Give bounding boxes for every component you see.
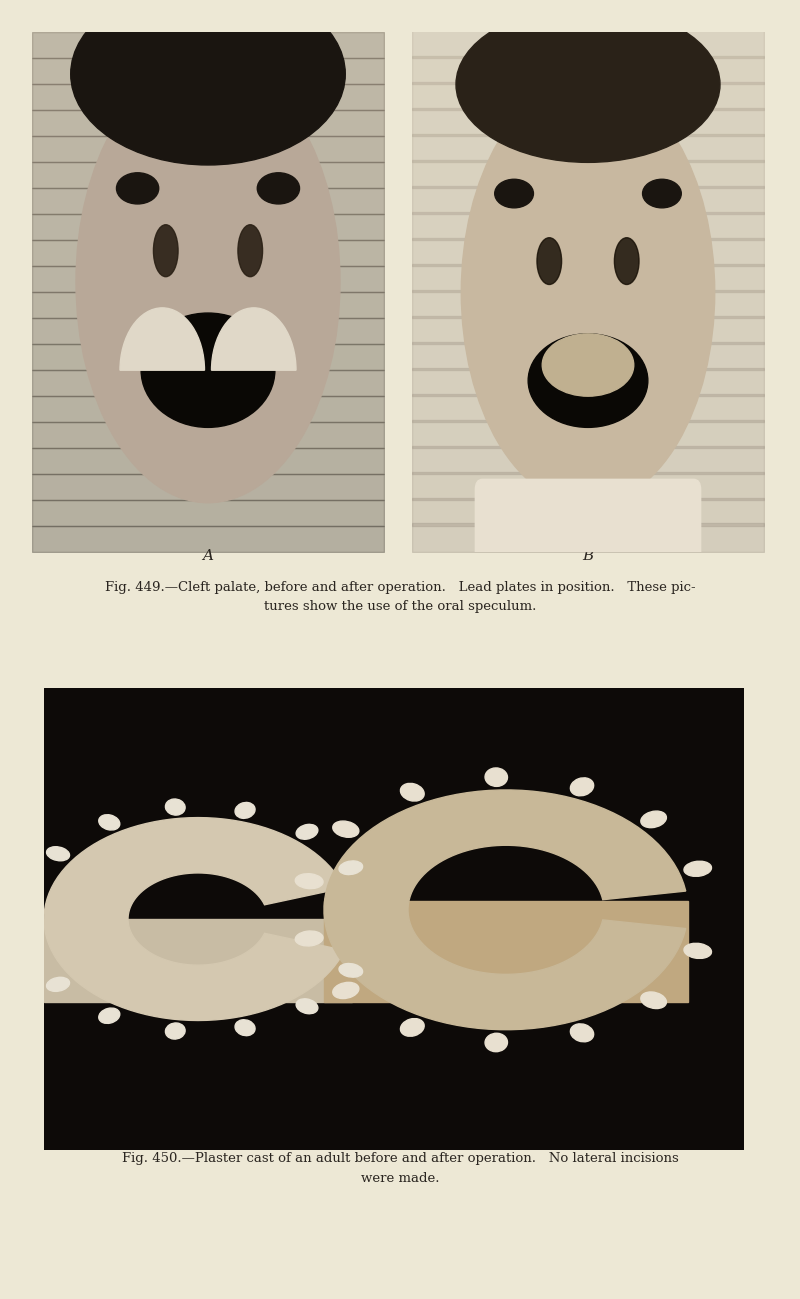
Ellipse shape <box>485 1033 507 1052</box>
Polygon shape <box>44 817 345 1021</box>
Ellipse shape <box>141 313 275 427</box>
Ellipse shape <box>238 225 262 277</box>
Ellipse shape <box>295 874 323 889</box>
Ellipse shape <box>296 825 318 839</box>
Wedge shape <box>120 308 205 370</box>
Ellipse shape <box>98 814 120 830</box>
Ellipse shape <box>76 61 340 503</box>
Ellipse shape <box>235 803 255 818</box>
Text: tures show the use of the oral speculum.: tures show the use of the oral speculum. <box>264 600 536 613</box>
Text: A: A <box>202 549 214 562</box>
Ellipse shape <box>98 1008 120 1024</box>
Ellipse shape <box>295 931 323 946</box>
Ellipse shape <box>462 79 714 505</box>
Ellipse shape <box>166 1024 185 1039</box>
Ellipse shape <box>296 999 318 1013</box>
Text: Fig. 450.—Plaster cast of an adult before and after operation.   No lateral inci: Fig. 450.—Plaster cast of an adult befor… <box>122 1152 678 1165</box>
Ellipse shape <box>494 179 534 208</box>
Ellipse shape <box>542 334 634 396</box>
Ellipse shape <box>235 1020 255 1035</box>
Ellipse shape <box>18 890 42 903</box>
Ellipse shape <box>333 982 359 999</box>
Text: B: B <box>582 549 594 562</box>
Ellipse shape <box>537 238 562 284</box>
Ellipse shape <box>684 861 711 877</box>
Ellipse shape <box>401 783 424 801</box>
Ellipse shape <box>18 935 42 948</box>
Bar <box>324 900 688 1002</box>
Ellipse shape <box>117 173 158 204</box>
Ellipse shape <box>258 173 299 204</box>
Polygon shape <box>324 790 686 1030</box>
Wedge shape <box>211 308 296 370</box>
Text: were made.: were made. <box>361 1172 439 1185</box>
Text: CLEFT  PALATE: CLEFT PALATE <box>178 43 302 56</box>
Ellipse shape <box>46 977 70 991</box>
Text: 637: 637 <box>642 43 670 56</box>
Ellipse shape <box>570 778 594 796</box>
Text: Fig. 449.—Cleft palate, before and after operation.   Lead plates in position.  : Fig. 449.—Cleft palate, before and after… <box>105 581 695 594</box>
Ellipse shape <box>642 179 682 208</box>
Ellipse shape <box>684 943 711 959</box>
Ellipse shape <box>154 225 178 277</box>
Ellipse shape <box>641 811 666 827</box>
Ellipse shape <box>70 0 346 165</box>
Ellipse shape <box>570 1024 594 1042</box>
Ellipse shape <box>485 768 507 786</box>
FancyBboxPatch shape <box>475 479 701 562</box>
Ellipse shape <box>641 992 666 1008</box>
Ellipse shape <box>614 238 639 284</box>
Ellipse shape <box>46 847 70 861</box>
Ellipse shape <box>333 821 359 838</box>
Ellipse shape <box>456 6 720 162</box>
Ellipse shape <box>339 861 362 874</box>
Ellipse shape <box>528 334 648 427</box>
Ellipse shape <box>339 964 362 977</box>
Ellipse shape <box>401 1018 424 1037</box>
Ellipse shape <box>166 799 185 814</box>
Bar <box>44 920 352 1002</box>
